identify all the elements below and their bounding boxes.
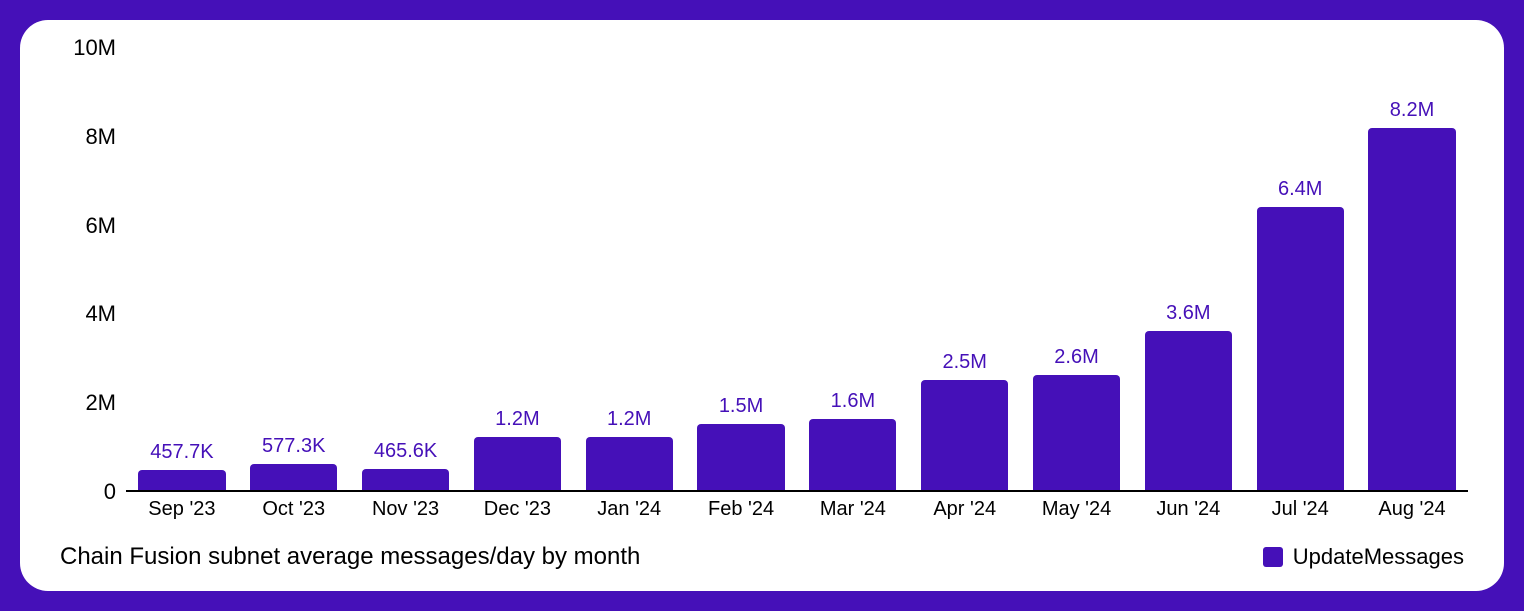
- bar-value-label: 1.2M: [607, 408, 651, 431]
- y-tick: 8M: [85, 124, 116, 150]
- bar: [921, 380, 1008, 491]
- y-tick: 0: [104, 479, 116, 505]
- bar-value-label: 1.5M: [719, 395, 763, 418]
- bar-slot: 465.6K: [350, 48, 462, 490]
- chart-footer: Chain Fusion subnet average messages/day…: [56, 543, 1468, 571]
- bar-slot: 1.6M: [797, 48, 909, 490]
- bar: [1145, 331, 1232, 490]
- x-tick: Dec '23: [461, 498, 573, 521]
- bar: [586, 437, 673, 490]
- bar-value-label: 1.6M: [831, 390, 875, 413]
- bar-value-label: 1.2M: [495, 408, 539, 431]
- chart-card: 0 2M 4M 6M 8M 10M 457.7K 577.3K 465.6K 1.2M 1.2M 1…: [20, 20, 1504, 591]
- bar: [1257, 207, 1344, 490]
- plot-area: 02M4M6M8M10M 457.7K577.3K465.6K1.2M1.2M1…: [56, 48, 1468, 492]
- bar-slot: 1.2M: [461, 48, 573, 490]
- x-tick: Apr '24: [909, 498, 1021, 521]
- bar-value-label: 3.6M: [1166, 302, 1210, 325]
- bar-slot: 1.2M: [573, 48, 685, 490]
- legend-label: UpdateMessages: [1293, 544, 1464, 570]
- bar-value-label: 2.6M: [1054, 346, 1098, 369]
- bar-value-label: 8.2M: [1390, 99, 1434, 122]
- bar: [1033, 375, 1120, 490]
- x-tick: May '24: [1021, 498, 1133, 521]
- bar-slot: 2.6M: [1021, 48, 1133, 490]
- bar-value-label: 2.5M: [942, 351, 986, 374]
- bar-slot: 577.3K: [238, 48, 350, 490]
- bar-value-label: 457.7K: [150, 441, 213, 464]
- bar-slot: 457.7K: [126, 48, 238, 490]
- x-tick: Oct '23: [238, 498, 350, 521]
- x-tick: Mar '24: [797, 498, 909, 521]
- bar: [809, 419, 896, 490]
- y-axis: 02M4M6M8M10M: [56, 48, 126, 492]
- y-tick: 4M: [85, 301, 116, 327]
- x-tick: Feb '24: [685, 498, 797, 521]
- bar: [697, 424, 784, 490]
- x-tick: Aug '24: [1356, 498, 1468, 521]
- x-tick: Jan '24: [573, 498, 685, 521]
- x-tick: Nov '23: [350, 498, 462, 521]
- x-tick: Jul '24: [1244, 498, 1356, 521]
- x-axis: Sep '23Oct '23Nov '23Dec '23Jan '24Feb '…: [126, 498, 1468, 521]
- x-tick: Jun '24: [1132, 498, 1244, 521]
- y-tick: 10M: [73, 35, 116, 61]
- bar: [1368, 128, 1455, 490]
- x-tick: Sep '23: [126, 498, 238, 521]
- bar: [474, 437, 561, 490]
- legend-swatch: [1263, 547, 1283, 567]
- bar-value-label: 6.4M: [1278, 178, 1322, 201]
- bars-row: 457.7K 577.3K 465.6K 1.2M 1.2M 1.5M 1.6M 2.5M 2.…: [126, 48, 1468, 490]
- bar-value-label: 577.3K: [262, 435, 325, 458]
- bar: [138, 470, 225, 490]
- bar-slot: 2.5M: [909, 48, 1021, 490]
- bar-value-label: 465.6K: [374, 440, 437, 463]
- bar: [250, 464, 337, 490]
- bar: [362, 469, 449, 490]
- chart-title: Chain Fusion subnet average messages/day…: [60, 543, 640, 571]
- bar-slot: 1.5M: [685, 48, 797, 490]
- legend: UpdateMessages: [1263, 544, 1464, 570]
- bar-slot: 8.2M: [1356, 48, 1468, 490]
- bars-region: 457.7K 577.3K 465.6K 1.2M 1.2M 1.5M 1.6M 2.5M 2.…: [126, 48, 1468, 492]
- y-tick: 2M: [85, 390, 116, 416]
- bar-slot: 3.6M: [1132, 48, 1244, 490]
- y-tick: 6M: [85, 213, 116, 239]
- bar-slot: 6.4M: [1244, 48, 1356, 490]
